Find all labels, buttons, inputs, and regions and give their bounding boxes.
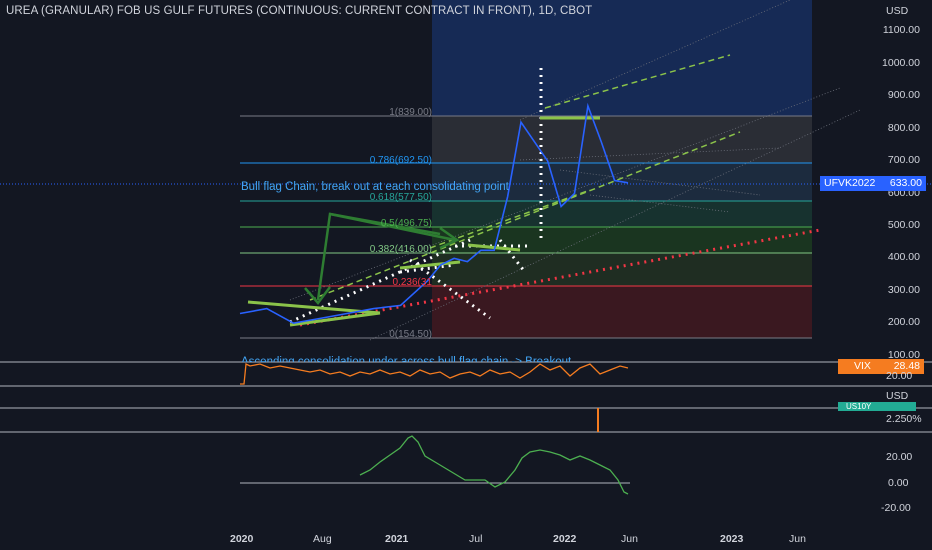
arrow-shaft-2: [329, 212, 456, 242]
green-channel-upper: [544, 54, 731, 109]
time-axis-label: Jun: [789, 533, 806, 545]
price-axis-tick: 900.00: [887, 89, 920, 102]
fib-zone-1: [432, 116, 812, 163]
channel-upper: [289, 87, 841, 301]
flag-line-3: [399, 260, 461, 270]
axis-currency-label: USD: [886, 5, 909, 17]
channel-top: [519, 0, 791, 121]
price-axis-tick: 100.00: [887, 348, 920, 361]
us10y-value: 2.250%: [886, 413, 922, 425]
fib-label: 0.382(416.00): [369, 244, 432, 256]
vix-tag: VIX 28.48: [838, 359, 924, 374]
vix-series-line: [240, 362, 629, 385]
time-axis-label: Aug: [313, 533, 332, 545]
pane4-tick-0: 0.00: [888, 477, 909, 489]
us10y-label: US10Y: [846, 402, 872, 411]
channel-c: [589, 194, 731, 213]
time-axis-label: 2022: [553, 533, 577, 545]
channel-a: [519, 147, 781, 161]
price-axis-tick: 800.00: [887, 121, 920, 134]
vix-value: 28.48: [893, 360, 920, 372]
white-dotted-diag: [409, 258, 491, 320]
channel-b: [559, 169, 761, 196]
bull-flag-annotation: Bull flag Chain, break out at each conso…: [241, 181, 509, 193]
fib-zones: [432, 0, 812, 338]
price-axis-tick: 700.00: [887, 154, 920, 167]
fib-label: 0.5(496.75): [380, 218, 432, 229]
price-axis-tick: 200.00: [887, 316, 920, 329]
fib-zone-0236: [432, 286, 812, 338]
vix-label: VIX: [854, 360, 871, 372]
time-axis-label: Jun: [621, 533, 638, 545]
channel-mid: [369, 109, 861, 341]
arrow-head-1: [304, 286, 331, 305]
green-channel-lower: [309, 131, 741, 301]
price-axis-tick: 300.00: [887, 283, 920, 296]
symbol-price: 633.00: [889, 177, 922, 189]
fib-label: 0(154.50): [389, 329, 432, 340]
fib-label: 0.236(31: [392, 276, 432, 288]
pane3-currency-label: USD: [886, 390, 909, 402]
us10y-tag: US10Y: [838, 402, 916, 411]
annotation-arrows: [304, 212, 460, 305]
vix-axis-tick: 20.00: [886, 370, 913, 382]
flag-line-4: [467, 243, 521, 252]
time-axis-label: Jul: [469, 533, 483, 545]
fib-label: 1(839.00): [389, 107, 432, 118]
pane4-tick-neg20: -20.00: [881, 502, 911, 514]
pane4-series-line: [359, 435, 629, 495]
price-axis-tick: 1000.00: [882, 56, 920, 69]
fib-label: 0.786(692.50): [369, 154, 432, 166]
white-dotted-trend: [289, 238, 471, 324]
fib-zone-05: [432, 227, 812, 253]
fib-label: 0.618(577.50): [369, 191, 432, 203]
arrow-head-2: [439, 226, 460, 250]
fib-zone-0382: [432, 253, 812, 286]
symbol-price-tag: UFVK2022 633.00: [820, 176, 926, 191]
price-axis-tick: 1100.00: [882, 24, 920, 37]
symbol-name: UFVK2022: [824, 177, 876, 189]
price-series-line: [239, 102, 629, 325]
flag-line-2: [289, 311, 381, 327]
fib-zone-0618: [432, 201, 812, 227]
time-axis-label: 2023: [720, 533, 744, 545]
time-axis-label: 2020: [230, 533, 254, 545]
time-axis-label: 2021: [385, 533, 409, 545]
green-channel-mid: [429, 189, 591, 249]
price-axis-tick: 500.00: [887, 218, 920, 231]
fib-zone-top: [432, 0, 812, 116]
fib-lines: [240, 115, 812, 339]
pane4-tick-20: 20.00: [886, 451, 913, 463]
price-axis-tick: 400.00: [887, 251, 920, 264]
chart-title: UREA (GRANULAR) FOB US GULF FUTURES (CON…: [6, 5, 593, 17]
ascending-annotation: Ascending consolidation under across bul…: [241, 356, 572, 362]
